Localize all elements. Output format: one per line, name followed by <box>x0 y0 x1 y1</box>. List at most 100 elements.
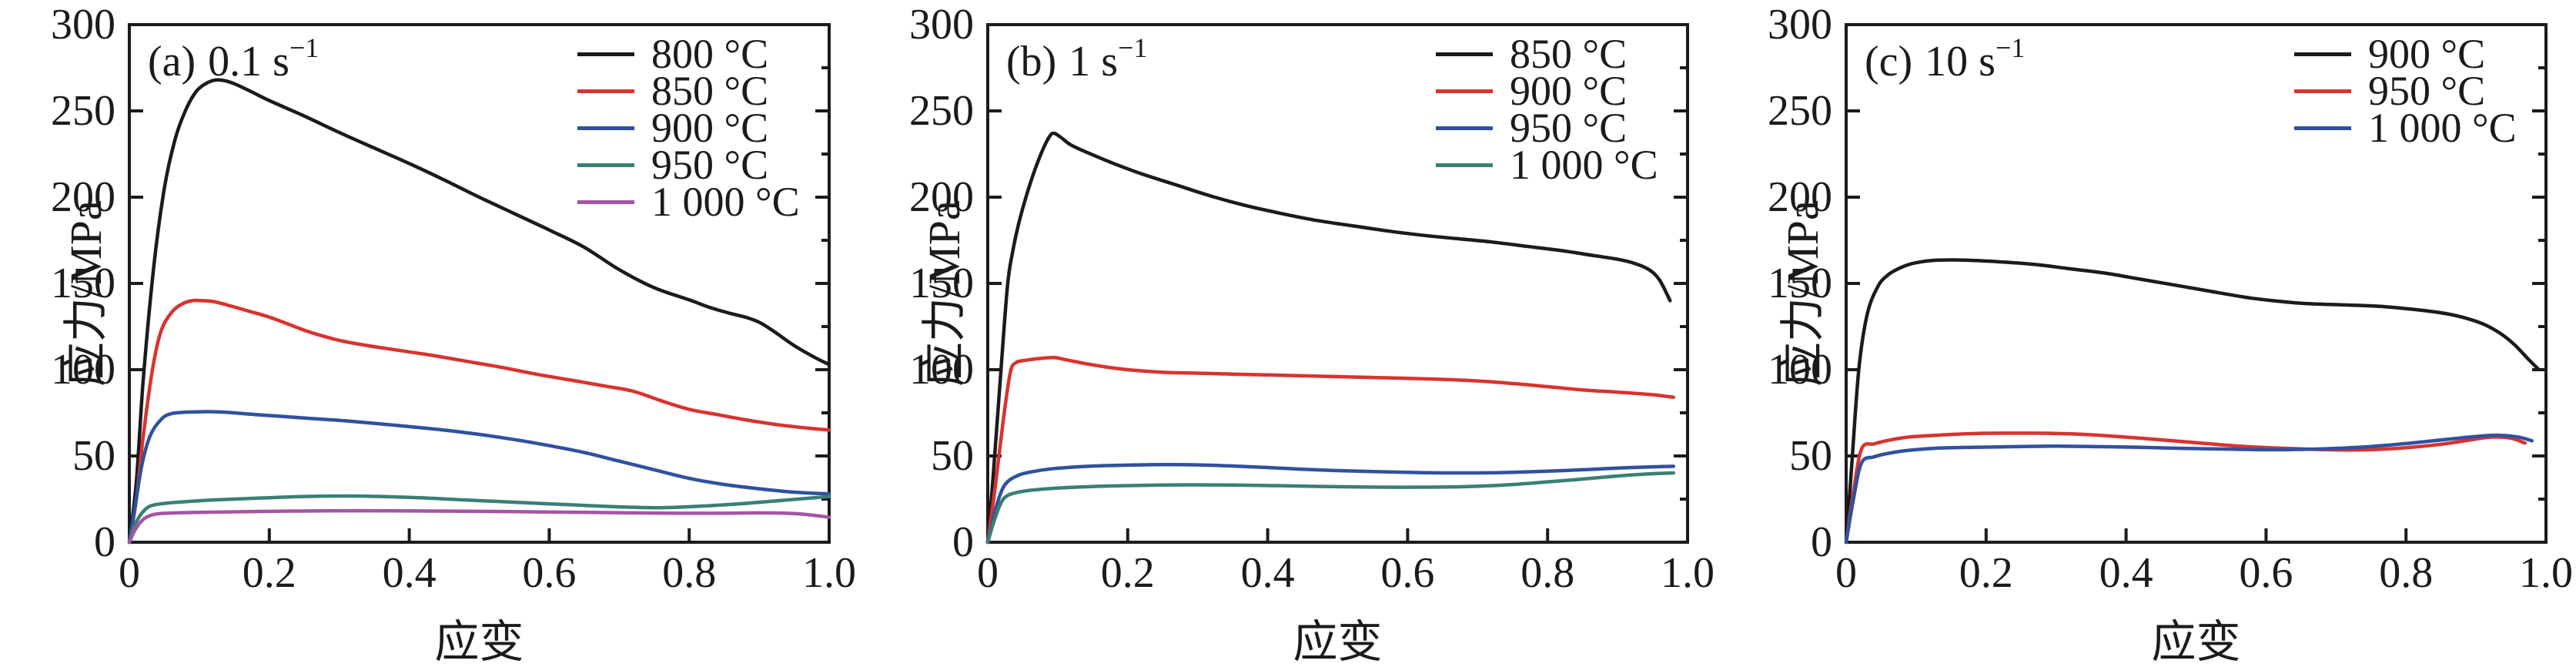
y-axis-title: 应力/MPa <box>1778 200 1828 387</box>
legend-label: 1 000 °C <box>651 179 800 225</box>
y-tick-label: 50 <box>72 432 115 480</box>
y-tick-label: 0 <box>94 518 115 566</box>
x-tick-label: 0.6 <box>522 549 576 597</box>
x-tick-label: 1.0 <box>1661 549 1715 597</box>
legend-item: 850 °C <box>1436 31 1658 77</box>
x-tick-label: 0.4 <box>383 549 437 597</box>
strain-rate: 1 s <box>1069 38 1119 85</box>
curve-900°C <box>985 355 1676 545</box>
y-tick-label: 50 <box>931 432 974 480</box>
x-tick-label: 0.2 <box>1959 549 2013 597</box>
panel-label-c: (c) 10 s−1 <box>1865 32 2025 86</box>
curve-850°C <box>985 131 1672 545</box>
y-tick-label: 0 <box>952 518 974 566</box>
y-tick-label: 150 <box>909 260 974 307</box>
legend-line-swatch <box>577 199 634 204</box>
panel-tag: (c) <box>1865 38 1913 85</box>
curve-900°C <box>1844 258 2541 545</box>
x-tick-label: 0.8 <box>1521 549 1574 597</box>
y-tick-label: 150 <box>51 260 115 307</box>
strain-rate: 10 s <box>1925 38 1996 85</box>
legend-line-swatch <box>577 52 634 56</box>
legend-line-swatch <box>577 163 634 167</box>
legend-label: 850 °C <box>1510 31 1628 77</box>
legend-line-swatch <box>1436 52 1493 56</box>
x-tick-label: 0.6 <box>2239 549 2293 597</box>
y-tick-label: 0 <box>1811 518 1832 566</box>
legend-label: 1 000 °C <box>2368 105 2517 151</box>
legend-line-swatch <box>2294 52 2351 56</box>
legend-label: 950 °C <box>2368 68 2486 114</box>
panel-label-b: (b) 1 s−1 <box>1006 32 1147 86</box>
strain-rate-exponent: −1 <box>1118 32 1148 63</box>
y-tick-label: 100 <box>1768 346 1832 394</box>
y-tick-label: 100 <box>51 346 115 394</box>
strain-rate-exponent: −1 <box>1995 32 2026 63</box>
legend-label: 900 °C <box>651 105 769 151</box>
legend-item: 1 000 °C <box>1436 142 1658 188</box>
x-tick-label: 0.6 <box>1380 549 1434 597</box>
y-tick-label: 100 <box>909 346 974 394</box>
curve-950°C <box>985 462 1676 545</box>
legend-item: 900 °C <box>1436 68 1658 114</box>
panel-tag: (a) <box>148 38 196 85</box>
x-tick-label: 0 <box>1835 549 1857 597</box>
x-tick-label: 0.8 <box>2379 549 2433 597</box>
panel-tag: (b) <box>1006 38 1057 85</box>
x-tick-label: 0.2 <box>243 549 296 597</box>
legend-label: 900 °C <box>2368 31 2486 77</box>
x-axis-title: 应变 <box>1293 617 1383 667</box>
legend-item: 850 °C <box>577 68 800 114</box>
y-tick-label: 300 <box>1768 1 1832 49</box>
y-tick-label: 250 <box>51 87 115 135</box>
y-tick-label: 150 <box>1768 260 1832 307</box>
legend-c: 900 °C 950 °C 1 000 °C <box>2294 31 2517 151</box>
curve-1000°C <box>127 508 831 545</box>
curve-1000°C <box>1844 433 2534 545</box>
legend-label: 850 °C <box>651 68 769 114</box>
legend-b: 850 °C 900 °C 950 °C 1 000 °C <box>1436 31 1658 188</box>
y-tick-label: 200 <box>1768 173 1832 221</box>
legend-label: 950 °C <box>651 142 769 188</box>
legend-item: 950 °C <box>2294 68 2517 114</box>
plot-area-a: 0 50 100 150 200 250 300 0 0.2 0.4 0.6 0.8 1.0 <box>51 1 856 597</box>
legend-line-swatch <box>577 126 634 130</box>
panel-c: 0 50 100 150 200 250 300 0 0.2 0.4 0.6 0.8 1.0 应力/MP… <box>1717 0 2576 667</box>
curve-950°C <box>1844 431 2527 545</box>
strain-rate-exponent: −1 <box>289 32 319 63</box>
legend-line-swatch <box>577 89 634 93</box>
legend-label: 800 °C <box>651 31 769 77</box>
legend-item: 950 °C <box>577 142 800 188</box>
legend-item: 800 °C <box>577 31 800 77</box>
x-tick-label: 0 <box>977 549 999 597</box>
x-tick-label: 1.0 <box>2519 549 2573 597</box>
curve-900°C <box>127 410 831 545</box>
x-tick-label: 0.8 <box>662 549 716 597</box>
x-tick-label: 0.4 <box>2099 549 2153 597</box>
y-tick-label: 50 <box>1789 432 1832 480</box>
panel-label-a: (a) 0.1 s−1 <box>148 32 319 86</box>
legend-line-swatch <box>2294 89 2351 93</box>
legend-item: 1 000 °C <box>577 179 800 225</box>
legend-item: 900 °C <box>2294 31 2517 77</box>
legend-line-swatch <box>2294 126 2351 130</box>
curve-800°C <box>127 78 831 545</box>
plot-area-c: 0 50 100 150 200 250 300 0 0.2 0.4 0.6 0.8 1.0 <box>1768 1 2573 597</box>
legend-line-swatch <box>1436 126 1493 130</box>
x-axis-title: 应变 <box>434 617 524 667</box>
legend-item: 1 000 °C <box>2294 105 2517 151</box>
x-tick-label: 0 <box>119 549 140 597</box>
x-tick-label: 1.0 <box>802 549 856 597</box>
legend-line-swatch <box>1436 163 1493 167</box>
y-axis-title: 应力/MPa <box>919 200 969 387</box>
x-tick-label: 0.2 <box>1101 549 1155 597</box>
curve-850°C <box>127 298 831 545</box>
legend-item: 950 °C <box>1436 105 1658 151</box>
legend-line-swatch <box>1436 89 1493 93</box>
y-tick-label: 250 <box>909 87 974 135</box>
y-tick-label: 200 <box>51 173 115 221</box>
curve-950°C <box>127 494 831 545</box>
y-tick-label: 300 <box>909 1 974 49</box>
legend-item: 900 °C <box>577 105 800 151</box>
